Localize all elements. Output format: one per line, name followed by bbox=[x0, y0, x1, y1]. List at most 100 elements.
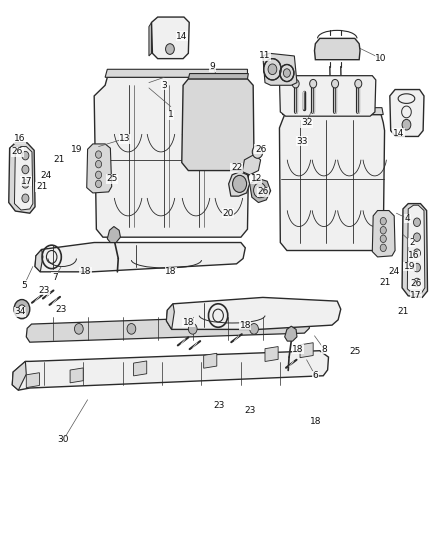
Circle shape bbox=[292, 79, 299, 88]
Text: 18: 18 bbox=[240, 321, 251, 329]
Circle shape bbox=[95, 160, 102, 168]
Text: 23: 23 bbox=[56, 305, 67, 313]
Text: 23: 23 bbox=[244, 406, 255, 415]
Text: 34: 34 bbox=[14, 308, 25, 316]
Text: 14: 14 bbox=[176, 32, 187, 41]
Polygon shape bbox=[35, 243, 245, 272]
Circle shape bbox=[280, 64, 294, 82]
Text: 7: 7 bbox=[52, 273, 58, 281]
Circle shape bbox=[95, 151, 102, 158]
Text: 14: 14 bbox=[393, 129, 404, 138]
Text: 20: 20 bbox=[222, 209, 233, 217]
Text: 13: 13 bbox=[119, 134, 131, 143]
Circle shape bbox=[268, 64, 277, 75]
Circle shape bbox=[413, 263, 420, 272]
Text: 16: 16 bbox=[408, 252, 420, 260]
Circle shape bbox=[166, 44, 174, 54]
Polygon shape bbox=[283, 108, 383, 115]
Polygon shape bbox=[285, 326, 297, 341]
Polygon shape bbox=[12, 361, 26, 390]
Polygon shape bbox=[229, 172, 250, 196]
Polygon shape bbox=[279, 76, 376, 116]
Polygon shape bbox=[263, 53, 297, 85]
Circle shape bbox=[74, 324, 83, 334]
Polygon shape bbox=[402, 204, 427, 297]
Circle shape bbox=[332, 79, 339, 88]
Polygon shape bbox=[94, 77, 250, 237]
Polygon shape bbox=[70, 368, 83, 383]
Circle shape bbox=[380, 244, 386, 252]
Text: 22: 22 bbox=[231, 164, 242, 172]
Polygon shape bbox=[134, 361, 147, 376]
Circle shape bbox=[254, 183, 266, 198]
Text: 24: 24 bbox=[389, 268, 400, 276]
Text: 32: 32 bbox=[301, 118, 312, 127]
Text: 16: 16 bbox=[14, 134, 25, 143]
Text: 18: 18 bbox=[80, 268, 91, 276]
Circle shape bbox=[233, 175, 247, 192]
Circle shape bbox=[310, 79, 317, 88]
Text: 33: 33 bbox=[297, 137, 308, 146]
Text: 25: 25 bbox=[106, 174, 117, 183]
Text: 18: 18 bbox=[183, 318, 194, 327]
Circle shape bbox=[413, 249, 420, 257]
Text: 18: 18 bbox=[292, 345, 304, 353]
Circle shape bbox=[259, 189, 266, 197]
Polygon shape bbox=[390, 90, 424, 136]
Text: 21: 21 bbox=[380, 278, 391, 287]
Circle shape bbox=[283, 69, 290, 77]
Polygon shape bbox=[26, 373, 39, 387]
Circle shape bbox=[413, 233, 420, 241]
Circle shape bbox=[252, 146, 263, 158]
Text: 6: 6 bbox=[312, 372, 318, 380]
Polygon shape bbox=[9, 143, 35, 213]
Circle shape bbox=[22, 194, 29, 203]
Circle shape bbox=[18, 305, 25, 313]
Polygon shape bbox=[107, 227, 120, 243]
Text: 18: 18 bbox=[165, 268, 177, 276]
Circle shape bbox=[22, 151, 29, 160]
Circle shape bbox=[22, 180, 29, 188]
Text: 21: 21 bbox=[36, 182, 47, 191]
Circle shape bbox=[380, 235, 386, 243]
Circle shape bbox=[188, 324, 197, 334]
Polygon shape bbox=[188, 74, 248, 79]
Polygon shape bbox=[166, 304, 174, 329]
Polygon shape bbox=[14, 147, 33, 210]
Text: 1: 1 bbox=[168, 110, 174, 119]
Circle shape bbox=[22, 165, 29, 174]
Polygon shape bbox=[300, 343, 313, 358]
Text: 26: 26 bbox=[255, 145, 266, 154]
Text: 26: 26 bbox=[12, 148, 23, 156]
Polygon shape bbox=[265, 346, 278, 361]
Text: 25: 25 bbox=[349, 348, 360, 356]
Text: 11: 11 bbox=[259, 52, 271, 60]
Polygon shape bbox=[250, 179, 271, 203]
Polygon shape bbox=[407, 205, 425, 294]
Text: 3: 3 bbox=[161, 81, 167, 90]
Polygon shape bbox=[152, 17, 189, 59]
Circle shape bbox=[14, 300, 30, 319]
Text: 21: 21 bbox=[53, 156, 65, 164]
Circle shape bbox=[127, 324, 136, 334]
Polygon shape bbox=[372, 211, 395, 257]
Text: 5: 5 bbox=[21, 281, 27, 289]
Text: 9: 9 bbox=[209, 62, 215, 71]
Polygon shape bbox=[149, 22, 152, 56]
Circle shape bbox=[250, 324, 258, 334]
Circle shape bbox=[380, 217, 386, 225]
Text: 30: 30 bbox=[58, 435, 69, 444]
Text: 17: 17 bbox=[410, 292, 422, 300]
Polygon shape bbox=[279, 115, 385, 251]
Text: 19: 19 bbox=[404, 262, 415, 271]
Text: 24: 24 bbox=[40, 172, 52, 180]
Text: 2: 2 bbox=[409, 238, 414, 247]
Polygon shape bbox=[182, 79, 254, 171]
Circle shape bbox=[95, 171, 102, 179]
Text: 23: 23 bbox=[38, 286, 49, 295]
Polygon shape bbox=[204, 353, 217, 368]
Text: 23: 23 bbox=[213, 401, 225, 409]
Circle shape bbox=[264, 59, 281, 80]
Text: 26: 26 bbox=[410, 279, 422, 288]
Text: 18: 18 bbox=[310, 417, 321, 425]
